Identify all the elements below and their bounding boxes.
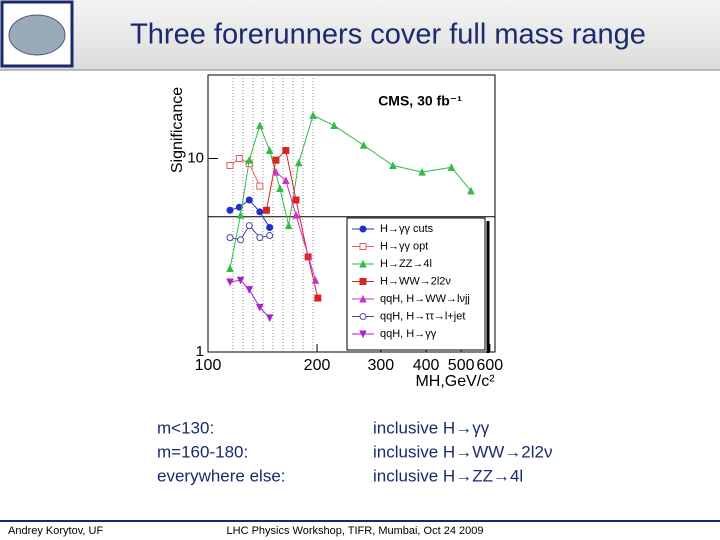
data-point (256, 234, 264, 242)
data-point (272, 156, 280, 164)
data-point (309, 111, 317, 119)
data-point (265, 146, 274, 154)
legend-label: H→γγ cuts (380, 223, 434, 235)
data-point (226, 161, 234, 169)
legend-label: H→ZZ→4l (380, 258, 432, 270)
note-left: m=160-180: (157, 442, 248, 461)
data-point (359, 141, 368, 149)
data-point (282, 176, 290, 184)
data-point (256, 208, 264, 216)
data-point (226, 234, 234, 242)
data-point (276, 184, 284, 192)
legend-marker (359, 278, 367, 285)
note-left: everywhere else: (157, 466, 286, 485)
legend-label: H→WW→2l2ν (380, 275, 451, 287)
logo-shape (8, 14, 66, 56)
data-point (245, 286, 254, 294)
data-point (236, 210, 245, 219)
x-axis-label: MH,GeV/c² (415, 373, 495, 390)
note-right: inclusive H→WW→2l2ν (373, 442, 552, 461)
data-point (284, 221, 293, 230)
x-tick-label: 100 (195, 357, 222, 374)
legend-marker (359, 243, 367, 250)
x-tick-label: 600 (476, 357, 503, 374)
note-left: m<130: (157, 418, 214, 437)
note-right: inclusive H→γγ (373, 418, 490, 437)
data-point (226, 278, 234, 287)
data-point (266, 223, 274, 231)
data-point (236, 276, 245, 285)
data-point (265, 314, 274, 323)
legend-marker (359, 330, 367, 339)
plot-frame (207, 74, 496, 353)
data-point (245, 222, 253, 230)
data-point (226, 264, 234, 273)
data-point (245, 196, 253, 204)
y-tick-label: 10 (187, 149, 204, 166)
data-point (245, 156, 254, 164)
legend-label: qqH, H→WW→lνjj (380, 293, 470, 305)
data-point (389, 161, 397, 169)
data-point (256, 182, 264, 190)
legend-label: H→γγ opt (380, 240, 428, 252)
data-point (262, 206, 270, 214)
legend-marker (359, 294, 367, 303)
chart-title: CMS, 30 fb⁻¹ (378, 93, 462, 109)
legend-marker (359, 313, 367, 320)
y-axis-label: Significance (169, 87, 186, 173)
header-band (0, 0, 720, 70)
data-point (314, 294, 322, 302)
data-point (237, 236, 245, 244)
data-point (266, 231, 274, 239)
data-point (235, 154, 243, 162)
series-line (275, 171, 316, 281)
data-point (255, 303, 264, 312)
data-point (292, 210, 300, 219)
footer-center: LHC Physics Workshop, TIFR, Mumbai, Oct … (227, 525, 484, 537)
slide-title: Three forerunners cover full mass range (130, 19, 646, 51)
data-point (311, 276, 320, 284)
series-line (265, 149, 319, 299)
data-point (272, 168, 280, 176)
data-point (294, 158, 303, 167)
legend-marker (359, 259, 367, 268)
x-tick-label: 200 (304, 357, 331, 374)
series-line (229, 279, 271, 319)
footer-left: Andrey Korytov, UF (8, 525, 103, 537)
data-point (330, 121, 338, 130)
data-point (292, 196, 300, 204)
legend-label: qqH, H→γγ (380, 328, 437, 340)
data-point (226, 206, 234, 214)
data-point (467, 186, 475, 195)
data-point (282, 146, 290, 154)
data-point (418, 168, 426, 176)
x-tick-label: 300 (367, 357, 394, 374)
x-tick-label: 500 (448, 357, 475, 374)
legend-box (346, 217, 486, 351)
data-point (447, 163, 456, 171)
note-right: inclusive H→ZZ→4l (373, 466, 523, 485)
x-tick-label: 400 (413, 357, 440, 374)
y-tick-label: 1 (196, 343, 204, 360)
legend-marker (359, 225, 367, 233)
data-point (255, 121, 264, 130)
legend-label: qqH, H→ττ→l+jet (380, 310, 465, 322)
series-line (229, 157, 261, 187)
